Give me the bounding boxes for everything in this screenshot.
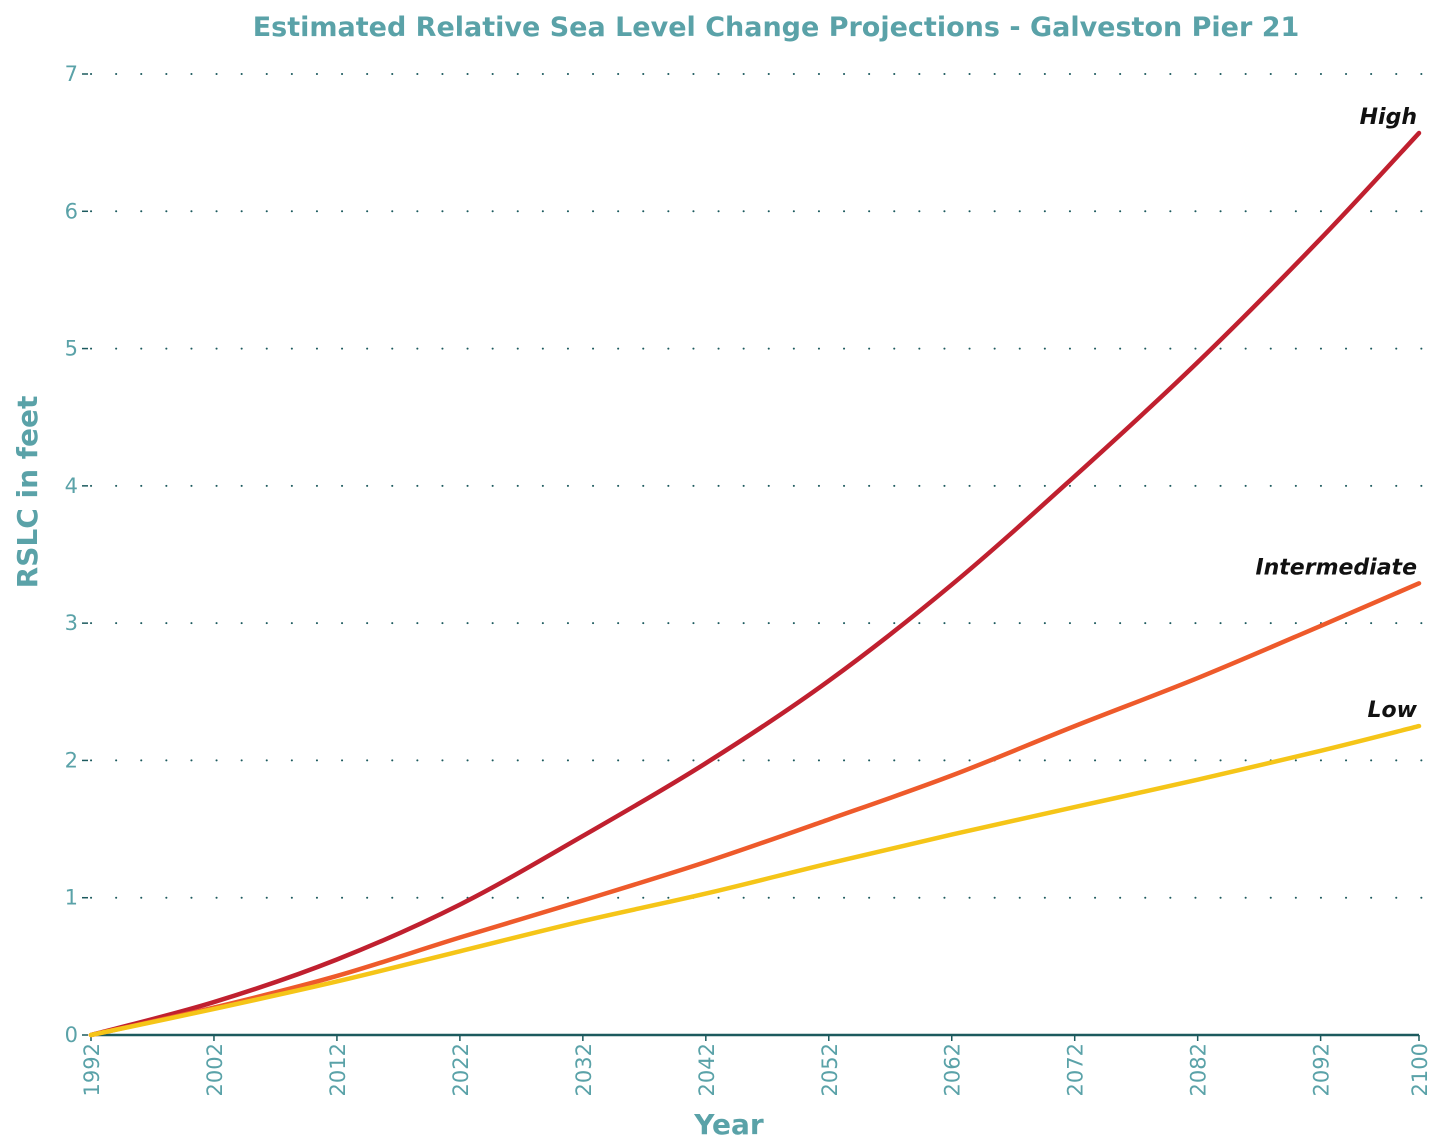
series-label-intermediate: Intermediate — [1255, 555, 1417, 580]
y-ticks: 0 1 2 3 4 5 6 7 — [65, 62, 88, 1047]
x-axis-title: Year — [693, 1108, 764, 1141]
x-tick-label: 2002 — [203, 1043, 227, 1096]
series-label-low: Low — [1368, 698, 1418, 723]
y-axis-title: RSLC in feet — [11, 396, 44, 589]
x-tick-label: 2052 — [818, 1043, 842, 1096]
y-tick-label: 2 — [65, 748, 78, 772]
y-tick-label: 5 — [65, 337, 78, 361]
y-tick-label: 0 — [65, 1023, 78, 1047]
y-tick-label: 1 — [65, 886, 78, 910]
series-line-low — [88, 723, 1422, 1038]
series-labels: High Intermediate Low — [1255, 105, 1417, 723]
y-tick-label: 4 — [65, 474, 78, 498]
series-line-intermediate — [88, 581, 1422, 1038]
x-tick-label: 1992 — [80, 1043, 104, 1096]
x-tick-label: 2092 — [1310, 1043, 1334, 1096]
chart-title: Estimated Relative Sea Level Change Proj… — [253, 12, 1300, 43]
x-tick-label: 2082 — [1187, 1043, 1211, 1096]
series-line-high — [88, 130, 1422, 1038]
x-tick-label: 2100 — [1408, 1043, 1432, 1096]
x-tick-label: 2012 — [326, 1043, 350, 1096]
y-tick-label: 3 — [65, 611, 78, 635]
x-tick-label: 2032 — [572, 1043, 596, 1096]
x-tick-label: 2062 — [941, 1043, 965, 1096]
x-tick-label: 2042 — [695, 1043, 719, 1096]
x-tick-label: 2022 — [449, 1043, 473, 1096]
x-tick-label: 2072 — [1064, 1043, 1088, 1096]
y-tick-label: 6 — [65, 199, 78, 223]
y-tick-label: 7 — [65, 62, 78, 86]
series — [88, 130, 1422, 1038]
series-label-high: High — [1360, 105, 1417, 130]
x-ticks: 1992 2002 2012 2022 2032 2042 2052 2062 2072 2082… — [80, 1035, 1432, 1096]
